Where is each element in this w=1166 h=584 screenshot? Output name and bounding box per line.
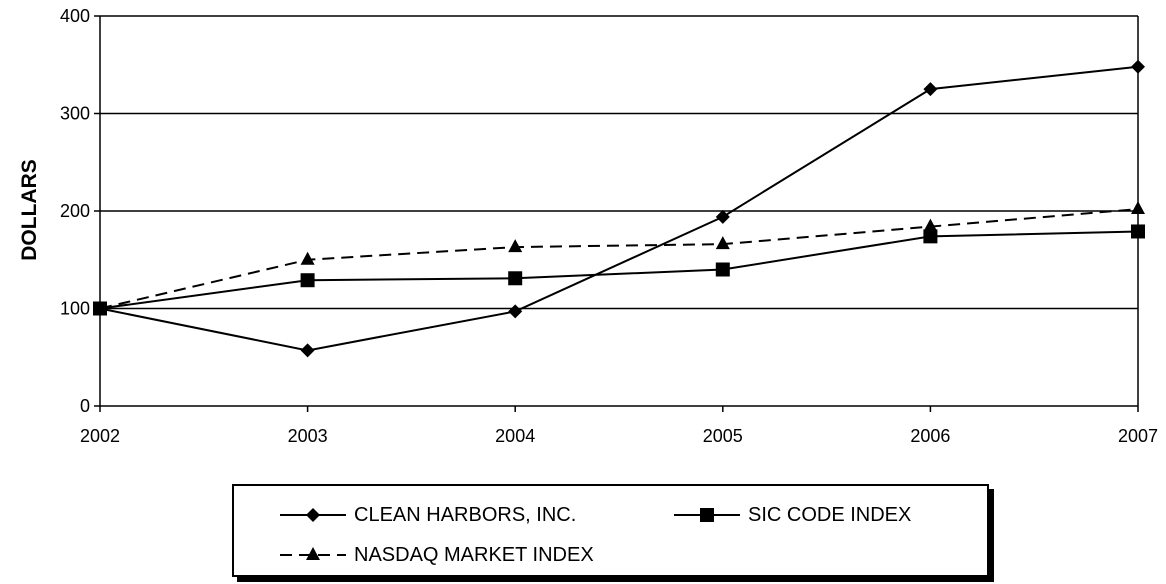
series-lines (93, 59, 1145, 358)
series-triangle (93, 201, 1145, 314)
axes (94, 15, 1139, 412)
legend-swatch-square (674, 508, 740, 522)
y-tick-label: 100 (60, 299, 90, 319)
legend-item-sic-code-index: SIC CODE INDEX (672, 500, 911, 530)
data-point-diamond (93, 301, 107, 316)
legend-swatch-diamond (280, 508, 346, 522)
legend-swatch-triangle (280, 547, 346, 560)
legend-label: SIC CODE INDEX (748, 503, 912, 526)
x-tick-label: 2003 (288, 426, 328, 446)
y-tick-label: 400 (60, 6, 90, 26)
legend-marker-diamond (306, 508, 320, 522)
data-point-square (508, 271, 523, 286)
data-point-diamond (300, 343, 315, 358)
y-tick-label: 300 (60, 104, 90, 124)
legend-label: CLEAN HARBORS, INC. (354, 503, 577, 526)
series-line (99, 230, 1139, 310)
x-tick-label: 2007 (1118, 426, 1158, 446)
series-diamond (93, 59, 1145, 358)
legend-marker-square (700, 508, 714, 522)
data-point-diamond (715, 209, 730, 224)
x-tick-label: 2005 (703, 426, 743, 446)
data-point-square (923, 229, 938, 244)
legend-item-nasdaq-market-index: NASDAQ MARKET INDEX (278, 540, 594, 570)
data-point-triangle (1131, 201, 1145, 215)
legend-item-clean-harbors: CLEAN HARBORS, INC. (278, 500, 576, 530)
x-tick-label: 2004 (495, 426, 535, 446)
data-point-square (715, 262, 730, 277)
data-point-square (1131, 224, 1145, 239)
data-point-triangle (715, 236, 730, 250)
legend-label: NASDAQ MARKET INDEX (354, 543, 594, 566)
y-tick-labels: 0 100 200 300 400 (60, 6, 90, 416)
series-square (93, 224, 1145, 316)
data-point-triangle (508, 239, 523, 253)
legend-marker-triangle (306, 547, 320, 560)
y-tick-label: 0 (80, 396, 90, 416)
line-chart: 0 100 200 300 400 2002 2003 2004 2005 2006 2007 D… (18, 6, 1158, 446)
series-line (99, 208, 1139, 310)
x-tick-label: 2002 (80, 426, 120, 446)
data-point-square (300, 273, 315, 288)
y-axis-label: DOLLARS (18, 159, 41, 261)
data-point-diamond (923, 82, 938, 97)
y-tick-label: 200 (60, 201, 90, 221)
data-point-triangle (923, 218, 938, 232)
x-tick-label: 2006 (910, 426, 950, 446)
series-line (99, 65, 1139, 352)
x-tick-labels: 2002 2003 2004 2005 2006 2007 (80, 426, 1158, 446)
legend: CLEAN HARBORS, INC. SIC CODE INDEX NASDA… (232, 484, 989, 577)
data-point-diamond (508, 304, 523, 319)
data-point-triangle (300, 251, 315, 265)
gridlines (100, 15, 1138, 310)
data-point-diamond (1131, 59, 1145, 74)
